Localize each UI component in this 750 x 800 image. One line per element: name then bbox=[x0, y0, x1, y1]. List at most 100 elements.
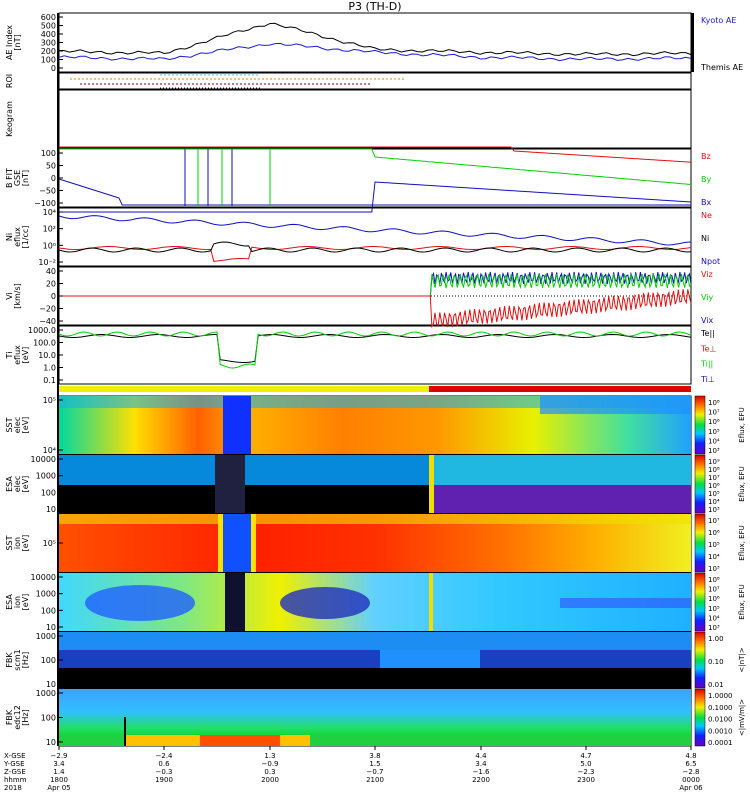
ytick-fbke: 10 bbox=[46, 738, 56, 747]
footer-row-label: 2018 bbox=[4, 784, 22, 792]
footer-cell: 2000 bbox=[261, 776, 279, 784]
legend-ae: Themis AE bbox=[700, 63, 743, 72]
colorbar-tick-ssti: 10⁴ bbox=[708, 553, 720, 561]
footer-cell: 4.8 bbox=[685, 752, 696, 760]
legend-vi: Viy bbox=[701, 293, 714, 302]
ylabel-ssti: ion bbox=[13, 537, 22, 549]
ytick-ni: 10⁰ bbox=[43, 241, 56, 250]
footer-cell: 0.3 bbox=[264, 768, 275, 776]
esa-electron-spectrogram bbox=[59, 455, 691, 513]
footer-cell: −1.6 bbox=[473, 768, 491, 776]
ylabel-ae: [nT] bbox=[13, 34, 22, 50]
colorbar-tick-fbkb: 0.10 bbox=[708, 658, 724, 666]
ytick-ae: 500 bbox=[41, 22, 56, 31]
colorbar-tick-ssti: 10⁷ bbox=[708, 517, 720, 525]
panel-frame-ni bbox=[58, 207, 692, 267]
ylabel-ssti: [eV] bbox=[21, 535, 30, 552]
colorbar-tick-sste: 10³ bbox=[708, 447, 720, 455]
colorbar-tick-esai: 10⁶ bbox=[708, 595, 720, 603]
ytick-ae: 300 bbox=[41, 39, 56, 48]
colorbar-label-ssti: Eflux, EFU bbox=[738, 525, 746, 560]
ytick-bfit: −50 bbox=[39, 187, 56, 196]
ytick-esae: 100 bbox=[41, 488, 56, 497]
ytick-ae: 200 bbox=[41, 47, 56, 56]
colorbar-label-esae: Eflux, EFU bbox=[738, 466, 746, 501]
ylabel-sste: SST bbox=[5, 417, 14, 432]
ne-trace bbox=[58, 246, 692, 262]
colorbar-tick-esai: 10⁴ bbox=[708, 614, 720, 622]
colorbar-label-esai: Eflux, EFU bbox=[738, 584, 746, 619]
panel-frame-ae bbox=[58, 12, 692, 73]
ylabel-roi: ROI bbox=[5, 74, 14, 88]
footer-cell: 2100 bbox=[366, 776, 384, 784]
ylabel-fbkb: [Hz] bbox=[21, 652, 30, 668]
esa-ion-spectrogram bbox=[59, 573, 691, 631]
footer-row-label: Y-GSE bbox=[3, 760, 25, 768]
ytick-esae: 10000 bbox=[31, 455, 56, 464]
panel-frame-bfit bbox=[58, 148, 692, 208]
colorbar-ssti bbox=[694, 513, 706, 573]
legend-bfit: Bx bbox=[701, 198, 711, 207]
legend-ae: Kyoto AE bbox=[701, 16, 736, 25]
ytick-ni: 10⁴ bbox=[43, 208, 56, 217]
npot-trace bbox=[58, 241, 692, 253]
legend-t: Ti⊥ bbox=[700, 375, 715, 384]
colorbar-sste bbox=[694, 395, 706, 455]
ylabel-keogram: Keogram bbox=[5, 101, 14, 137]
ae-series-line-0 bbox=[58, 42, 692, 62]
footer-row-label: Z-GSE bbox=[4, 768, 26, 776]
ytick-ae: 0 bbox=[51, 64, 56, 73]
footer-cell: 1.5 bbox=[369, 760, 380, 768]
colorbar-tick-sste: 10⁴ bbox=[708, 437, 720, 445]
footer-cell: 6.5 bbox=[685, 760, 696, 768]
ytick-vi: 20 bbox=[46, 280, 56, 289]
ytick-ae: 100 bbox=[41, 56, 56, 65]
panel-frame-roi bbox=[58, 72, 692, 90]
footer-cell: Apr 05 bbox=[47, 784, 70, 792]
ylabel-t: [eV] bbox=[21, 347, 30, 364]
te-trace bbox=[58, 333, 692, 363]
ytick-vi: −40 bbox=[39, 317, 56, 326]
footer-cell: 5.0 bbox=[580, 760, 591, 768]
legend-bfit: By bbox=[701, 175, 711, 184]
sst-electron-spectrogram bbox=[59, 396, 691, 454]
colorbar-label-fbkb: <|nT|> bbox=[738, 647, 746, 672]
ytick-ae: 600 bbox=[41, 13, 56, 22]
ae-right-strip bbox=[691, 13, 694, 72]
legend-vi: Viz bbox=[701, 270, 713, 279]
ytick-bfit: 50 bbox=[46, 162, 56, 171]
ytick-t: 1000.0 bbox=[28, 326, 56, 335]
region-status-bar bbox=[59, 386, 691, 392]
footer-cell: 1.3 bbox=[264, 752, 275, 760]
legend-ni: Npot bbox=[701, 257, 720, 266]
colorbar-tick-fbke: 0.1000 bbox=[708, 704, 733, 712]
ylabel-sste: elec bbox=[13, 417, 22, 433]
ytick-t: 1.0 bbox=[43, 364, 56, 373]
ytick-ssti: 10⁵ bbox=[43, 539, 56, 548]
panel-frame-keogram bbox=[58, 89, 692, 149]
legend-vi: Vix bbox=[701, 316, 714, 325]
colorbar-tick-fbkb: 1.00 bbox=[708, 635, 724, 643]
footer-cell: −2.9 bbox=[51, 752, 68, 760]
footer-cell: −2.3 bbox=[578, 768, 595, 776]
ylabel-bfit: GSE bbox=[13, 170, 22, 186]
colorbar-esae bbox=[694, 454, 706, 514]
footer-row-label: X-GSE bbox=[4, 752, 26, 760]
footer-cell: 1.4 bbox=[53, 768, 65, 776]
ylabel-esae: ESA bbox=[5, 476, 14, 492]
colorbar-tick-esai: 10⁵ bbox=[708, 605, 720, 613]
colorbar-tick-ssti: 10³ bbox=[708, 565, 720, 573]
ylabel-vi: Vi bbox=[5, 292, 14, 300]
colorbar-label-sste: Eflux, EFU bbox=[738, 407, 746, 442]
footer-cell: 4.4 bbox=[475, 752, 487, 760]
colorbar-tick-esae: 10⁵ bbox=[708, 490, 720, 498]
colorbar-fbke bbox=[694, 688, 706, 747]
footer-cell: −2.4 bbox=[156, 752, 174, 760]
legend-ni: Ne bbox=[701, 211, 712, 220]
colorbar-tick-esae: 10⁷ bbox=[708, 474, 720, 482]
footer-cell: 4.7 bbox=[580, 752, 591, 760]
colorbar-label-fbke: <|mV/m|> bbox=[738, 699, 746, 736]
colorbar-tick-fbkb: 0.01 bbox=[708, 681, 724, 689]
